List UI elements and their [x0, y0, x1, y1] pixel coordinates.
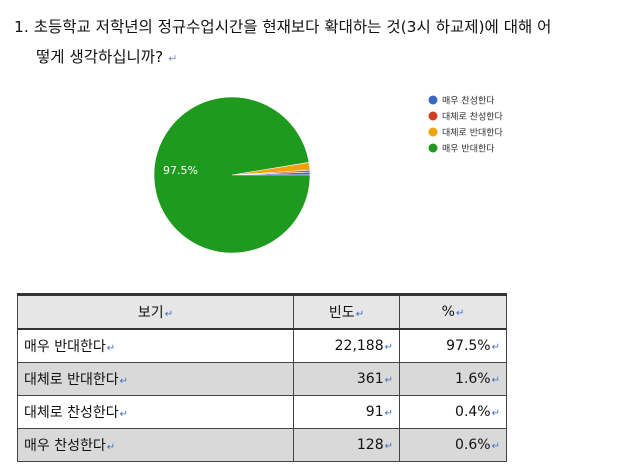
table-row: 대체로 반대한다↵ 361↵ 1.6%↵: [17, 362, 507, 396]
frequency-table: 보기↵ 빈도↵ %↵ 매우 반대한다↵ 22,188↵ 97.5%↵ 대체로 반…: [17, 293, 507, 462]
table-header-row: 보기↵ 빈도↵ %↵: [17, 293, 507, 330]
row-frequency-cell: 91↵: [293, 395, 400, 429]
data-label-97.5: 97.5%: [163, 164, 198, 177]
return-mark-icon: ↵: [491, 342, 500, 353]
row-frequency: 128: [356, 437, 384, 453]
return-mark-icon: ↵: [164, 309, 174, 320]
row-percent: 0.4%: [455, 404, 491, 420]
row-label: 매우 반대한다: [24, 339, 106, 355]
return-mark-icon: ↵: [355, 309, 365, 320]
header-cell-percent: %↵: [399, 293, 507, 330]
header-label-frequency: 빈도: [328, 305, 355, 321]
row-frequency: 22,188: [334, 338, 384, 354]
legend-marker-0: [428, 95, 438, 105]
row-label-cell: 매우 반대한다↵: [17, 328, 294, 363]
legend-marker-1: [428, 111, 438, 121]
return-mark-icon: ↵: [384, 342, 393, 353]
return-mark-icon: ↵: [455, 308, 465, 319]
header-cell-frequency: 빈도↵: [293, 293, 400, 330]
return-mark-icon: ↵: [491, 408, 500, 419]
row-frequency-cell: 361↵: [293, 362, 400, 396]
row-percent-cell: 0.4%↵: [399, 395, 507, 429]
row-frequency: 361: [356, 371, 384, 387]
legend-label-3: 매우 반대한다: [442, 144, 495, 155]
header-cell-option: 보기↵: [17, 293, 294, 330]
legend-label-0: 매우 찬성한다: [442, 96, 495, 107]
return-mark-icon: ↵: [384, 441, 393, 452]
legend-marker-3: [428, 143, 438, 153]
pie-slice-3: [153, 96, 311, 254]
header-label-option: 보기: [137, 305, 164, 321]
return-mark-icon: ↵: [491, 441, 500, 452]
row-percent: 1.6%: [455, 371, 491, 387]
table-row: 대체로 찬성한다↵ 91↵ 0.4%↵: [17, 395, 507, 429]
header-label-percent: %: [441, 304, 455, 320]
question-line-1: 1. 초등학교 저학년의 정규수업시간을 현재보다 확대하는 것(3시 하교제)…: [14, 18, 552, 36]
legend-label-1: 대체로 찬성한다: [442, 112, 504, 123]
return-mark-icon: ↵: [384, 408, 393, 419]
question-text: 1. 초등학교 저학년의 정규수업시간을 현재보다 확대하는 것(3시 하교제)…: [14, 12, 634, 74]
row-frequency-cell: 128↵: [293, 428, 400, 462]
return-mark-icon: ↵: [106, 343, 116, 354]
legend-label-2: 대체로 반대한다: [442, 128, 504, 139]
return-mark-icon: ↵: [491, 375, 500, 386]
row-percent-cell: 1.6%↵: [399, 362, 507, 396]
table-row: 매우 반대한다↵ 22,188↵ 97.5%↵: [17, 328, 507, 363]
row-label: 대체로 반대한다: [24, 372, 119, 388]
row-frequency-cell: 22,188↵: [293, 328, 400, 363]
row-label-cell: 매우 찬성한다↵: [17, 428, 294, 462]
return-mark-icon: ↵: [384, 375, 393, 386]
return-mark-icon: ↵: [119, 409, 129, 420]
row-label-cell: 대체로 찬성한다↵: [17, 395, 294, 429]
row-label: 매우 찬성한다: [24, 438, 106, 454]
row-percent-cell: 0.6%↵: [399, 428, 507, 462]
table-row: 매우 찬성한다↵ 128↵ 0.6%↵: [17, 428, 507, 462]
return-mark-icon: ↵: [106, 442, 116, 453]
question-line-2-text: 떻게 생각하십니까?: [36, 48, 164, 66]
row-percent-cell: 97.5%↵: [399, 328, 507, 363]
row-percent: 97.5%: [446, 338, 491, 354]
row-frequency: 91: [365, 404, 384, 420]
question-line-2: 떻게 생각하십니까? ↵: [14, 42, 634, 74]
return-mark-icon: ↵: [119, 376, 129, 387]
row-percent: 0.6%: [455, 437, 491, 453]
row-label-cell: 대체로 반대한다↵: [17, 362, 294, 396]
return-mark-icon: ↵: [168, 52, 178, 65]
legend-marker-2: [428, 127, 438, 137]
pie-slices: [153, 96, 311, 254]
row-label: 대체로 찬성한다: [24, 405, 119, 421]
